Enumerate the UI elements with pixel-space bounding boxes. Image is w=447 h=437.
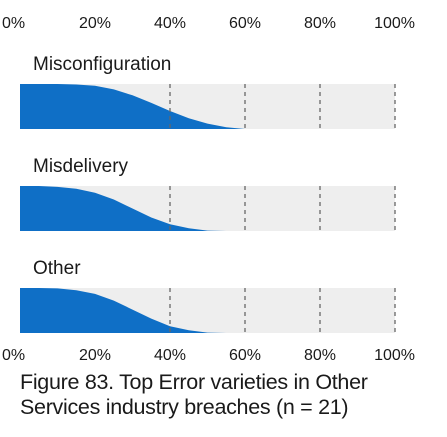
panel-misconfiguration: Misconfiguration <box>20 54 395 129</box>
x-tick-label: 0% <box>2 347 25 364</box>
bottom-x-axis: 0% 20% 40% 60% 80% 100% <box>2 347 415 364</box>
panel-misdelivery: Misdelivery <box>20 156 395 231</box>
x-tick-label: 80% <box>304 347 336 364</box>
panel-other: Other <box>20 258 395 333</box>
chart-panels: Misconfiguration Misdelivery Other <box>20 54 395 333</box>
top-x-axis: 0% 20% 40% 60% 80% 100% <box>2 15 415 32</box>
x-tick-label: 60% <box>229 347 261 364</box>
x-tick-label: 100% <box>374 347 415 364</box>
x-tick-label: 20% <box>79 347 111 364</box>
x-tick-label: 40% <box>154 15 186 32</box>
x-tick-label: 60% <box>229 15 261 32</box>
x-tick-label: 40% <box>154 347 186 364</box>
x-tick-label: 80% <box>304 15 336 32</box>
x-tick-label: 0% <box>2 15 25 32</box>
x-tick-label: 20% <box>79 15 111 32</box>
category-label: Misconfiguration <box>33 54 171 75</box>
figure-caption: Figure 83. Top Error varieties in Other … <box>20 370 440 420</box>
category-label: Other <box>33 258 81 279</box>
x-tick-label: 100% <box>374 15 415 32</box>
category-label: Misdelivery <box>33 156 129 177</box>
